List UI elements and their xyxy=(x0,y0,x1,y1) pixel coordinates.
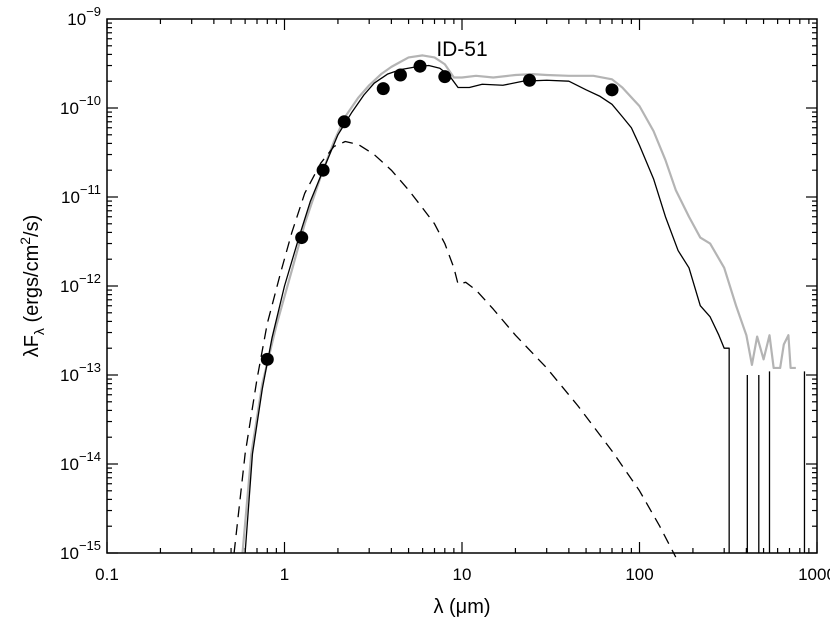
series-layer xyxy=(233,54,806,558)
y-axis-label: λFλ (ergs/cm2/s) xyxy=(17,215,47,358)
series-line-gray-solid xyxy=(241,54,796,554)
x-tick-label: 100 xyxy=(625,565,653,584)
data-point-6 xyxy=(393,68,407,82)
data-point-4 xyxy=(337,115,351,129)
series-line-black-solid xyxy=(244,64,730,554)
y-tick-label: 10−15 xyxy=(60,538,101,563)
x-tick-label: 1 xyxy=(280,565,289,584)
chart-title: ID-51 xyxy=(436,38,487,61)
x-tick-label: 0.1 xyxy=(95,565,119,584)
series-line-black-spikes xyxy=(746,371,806,553)
axes-layer: 0.1 1 10 100 1000 10−15 10−14 10−13 10−12 10−11 10… xyxy=(60,4,830,584)
data-point-1 xyxy=(260,352,274,366)
data-point-7 xyxy=(413,59,427,73)
y-tick-label: 10−10 xyxy=(60,93,101,118)
data-point-3 xyxy=(316,163,330,177)
y-tick-label: 10−13 xyxy=(60,360,101,385)
y-tick-label: 10−9 xyxy=(67,4,101,29)
x-axis-label: λ (μm) xyxy=(433,596,490,618)
x-tick-label: 1000 xyxy=(798,565,830,584)
y-tick-label: 10−14 xyxy=(60,449,101,474)
data-point-5 xyxy=(376,82,390,96)
y-tick-label: 10−12 xyxy=(60,271,101,296)
data-point-10 xyxy=(605,83,619,97)
data-point-2 xyxy=(295,231,309,245)
series-line-black-dashed xyxy=(233,140,677,558)
y-tick-label: 10−11 xyxy=(61,182,101,207)
marker-layer xyxy=(260,59,619,366)
plot-frame xyxy=(106,18,818,554)
data-point-9 xyxy=(522,73,536,87)
x-tick-label: 10 xyxy=(453,565,472,584)
data-point-8 xyxy=(438,70,452,84)
